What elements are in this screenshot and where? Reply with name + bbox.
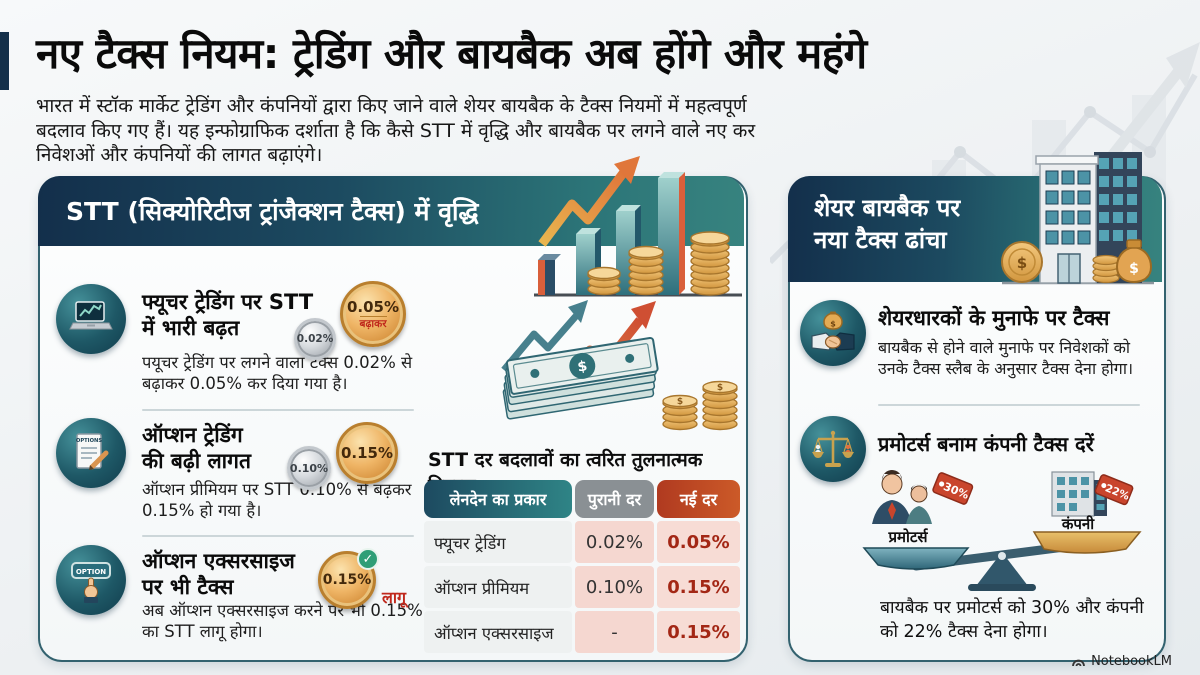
item2-title-line2: की बढ़ी लागत [142, 448, 251, 473]
money-growth-illustration: $ $ $ [501, 300, 738, 431]
item2-title-line1: ऑप्शन ट्रेडिंग [142, 423, 243, 447]
page-intro: भारत में स्टॉक मार्केट ट्रेडिंग और कंपनि… [36, 95, 756, 167]
buyback-separator [878, 404, 1140, 406]
table-cell-new: 0.05% [657, 521, 740, 563]
item1-body: पयूचर ट्रेडिंग पर लगने वाला टैक्स 0.02% … [142, 353, 413, 394]
table-row: फ्यूचर ट्रेडिंग [424, 521, 572, 563]
table-cell-new: 0.15% [657, 611, 740, 653]
item3-rate-coin: 0.15% ✓ [318, 548, 379, 609]
item3-title-line1: ऑप्शन एक्सरसाइज [142, 549, 295, 573]
title-accent-bar [0, 32, 9, 90]
option-button-icon: OPTION [56, 545, 126, 615]
coin-dollar-sign: $ [1017, 254, 1027, 272]
item3-title-line2: पर भी टैक्स [142, 574, 234, 599]
item3-rate: 0.15% [322, 572, 372, 588]
item2-title: ऑप्शन ट्रेडिंग की बढ़ी लागत [142, 423, 251, 474]
table-col-header-new: नई दर [657, 480, 740, 518]
company-label: कंपनी [1061, 515, 1095, 533]
moneybag-dollar-sign: $ [1129, 261, 1139, 277]
balance-scale-icon [800, 416, 866, 482]
table-col-header-old: पुरानी दर [575, 480, 654, 518]
item3-title: ऑप्शन एक्सरसाइज पर भी टैक्स [142, 549, 295, 600]
buyback-item1-title: शेयरधारकों के मुनाफे पर टैक्स [878, 306, 1109, 332]
item1-new-rate-coin: 0.05% बढ़ाकर [340, 281, 406, 347]
page-title: नए टैक्स नियम: ट्रेडिंग और बायबैक अब हों… [36, 29, 867, 78]
laptop-chart-icon [56, 284, 126, 354]
stt-panel-header: STT (सिक्योरिटीज ट्रांजैक्शन टैक्स) में … [38, 176, 744, 246]
notebooklm-branding: NotebookLM [1071, 654, 1172, 669]
coin-stack-dollar-sign: $ [677, 397, 683, 407]
handshake-moneybag-icon: $ [800, 300, 866, 366]
buyback-header-line2: नया टैक्स ढांचा [814, 226, 947, 255]
buyback-footer-text: बायबैक पर प्रमोटर्स को 30% और कंपनी को 2… [880, 598, 1144, 642]
item2-old-rate-coin: 0.10% [287, 446, 331, 490]
buyback-item1-title-text: शेयरधारकों के मुनाफे पर टैक्स [878, 306, 1110, 330]
promoters-label: प्रमोटर्स [887, 528, 928, 546]
buyback-item2-title: प्रमोटर्स बनाम कंपनी टैक्स दरें [878, 432, 1094, 456]
item2-separator [142, 535, 414, 537]
options-document-label: OPTIONS [76, 438, 102, 444]
company-building-illustration: $ $ [1001, 152, 1154, 285]
check-icon: ✓ [357, 548, 379, 570]
coin-stack-dollar-sign-2: $ [717, 383, 723, 393]
growth-barchart-illustration [534, 156, 742, 297]
table-row: ऑप्शन एक्सरसाइज [424, 611, 572, 653]
table-row: ऑप्शन प्रीमियम [424, 566, 572, 608]
notebooklm-label: NotebookLM [1091, 654, 1172, 669]
stt-comparison-table: लेनदेन का प्रकार पुरानी दर नई दर फ्यूचर … [424, 480, 740, 653]
buyback-header-line1: शेयर बायबैक पर [814, 194, 961, 222]
banknote-dollar-sign: $ [576, 358, 588, 375]
item2-new-rate-coin: 0.15% [336, 422, 398, 484]
item2-new-rate: 0.15% [340, 444, 394, 462]
item1-new-rate: 0.05% [346, 297, 400, 316]
item1-title-line1: फ्यूचर ट्रेडिंग पर STT [142, 290, 314, 314]
table-cell-old: - [575, 611, 654, 653]
notebooklm-logo-icon [1072, 659, 1085, 667]
item2-old-rate: 0.10% [289, 461, 329, 475]
item1-separator [142, 409, 414, 411]
promoters-vs-company-scale-illustration: 30% प्रमोटर्स 22% कंपनी [862, 470, 1142, 591]
buyback-item1-body: बायबैक से होने वाले मुनाफे पर निवेशकों क… [878, 338, 1134, 378]
option-button-label: OPTION [76, 568, 106, 576]
table-col-header-type: लेनदेन का प्रकार [424, 480, 572, 518]
item1-old-rate-coin: 0.02% [294, 318, 336, 360]
item1-title-line2: में भारी बढ़त [142, 315, 240, 340]
item3-applied-label: लागू [382, 588, 407, 607]
bag-dollar-sign: $ [830, 320, 836, 329]
item1-title: फ्यूचर ट्रेडिंग पर STT में भारी बढ़त [142, 290, 313, 341]
options-document-icon: OPTIONS [56, 418, 126, 488]
item2-body: ऑप्शन प्रीमियम पर STT 0.10% से बढ़कर 0.1… [142, 480, 412, 521]
table-cell-old: 0.02% [575, 521, 654, 563]
table-cell-new: 0.15% [657, 566, 740, 608]
item1-new-rate-caption: बढ़ाकर [359, 315, 387, 330]
table-cell-old: 0.10% [575, 566, 654, 608]
buyback-item2-title-text: प्रमोटर्स बनाम कंपनी टैक्स दरें [878, 432, 1094, 456]
item1-old-rate: 0.02% [296, 333, 334, 345]
